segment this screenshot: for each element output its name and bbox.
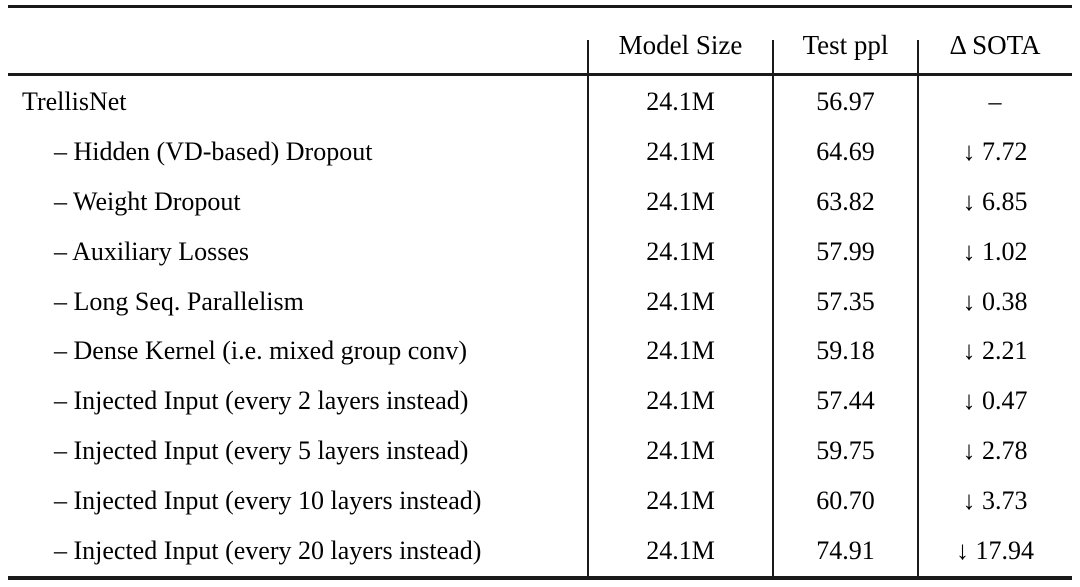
header-rule <box>8 73 1072 76</box>
model-size-cell: 24.1M <box>646 86 715 116</box>
delta-sota-cell: ↓ 3.73 <box>962 486 1028 516</box>
test-ppl-cell: 59.18 <box>816 336 875 366</box>
delta-sota-cell: – <box>988 86 1002 116</box>
test-ppl-cell: 64.69 <box>816 136 875 166</box>
model-size-cell: 24.1M <box>646 436 715 466</box>
model-size-cell: 24.1M <box>646 186 715 216</box>
test-ppl-cell: 59.75 <box>816 436 875 466</box>
row-label: – Long Seq. Parallelism <box>54 286 304 316</box>
column-divider-1 <box>587 40 589 576</box>
column-divider-2 <box>772 40 774 576</box>
test-ppl-cell: 74.91 <box>816 536 875 566</box>
delta-sota-cell: ↓ 6.85 <box>962 186 1028 216</box>
delta-sota-cell: ↓ 17.94 <box>956 536 1034 566</box>
test-ppl-cell: 57.99 <box>816 236 875 266</box>
delta-sota-cell: ↓ 0.47 <box>962 386 1028 416</box>
column-header-test-ppl: Test ppl <box>802 30 889 60</box>
bottom-rule <box>8 576 1072 580</box>
table-header-row: Model Size Test ppl Δ SOTA <box>0 18 1072 73</box>
table-row: – Hidden (VD-based) Dropout 24.1M 64.69 … <box>0 127 1072 177</box>
model-size-cell: 24.1M <box>646 286 715 316</box>
table-row: – Auxiliary Losses 24.1M 57.99 ↓ 1.02 <box>0 227 1072 277</box>
model-size-cell: 24.1M <box>646 236 715 266</box>
row-label: TrellisNet <box>22 86 127 116</box>
table-row: – Injected Input (every 10 layers instea… <box>0 476 1072 526</box>
row-label: – Dense Kernel (i.e. mixed group conv) <box>54 336 467 366</box>
test-ppl-cell: 63.82 <box>816 186 875 216</box>
table-row: – Dense Kernel (i.e. mixed group conv) 2… <box>0 327 1072 377</box>
model-size-cell: 24.1M <box>646 486 715 516</box>
column-header-delta-sota: Δ SOTA <box>949 30 1041 60</box>
row-label: – Injected Input (every 5 layers instead… <box>54 436 469 466</box>
delta-sota-cell: ↓ 7.72 <box>962 136 1028 166</box>
column-header-model-size: Model Size <box>618 30 743 60</box>
column-divider-3 <box>917 40 919 576</box>
table-row: – Weight Dropout 24.1M 63.82 ↓ 6.85 <box>0 177 1072 227</box>
delta-sota-cell: ↓ 1.02 <box>962 236 1028 266</box>
test-ppl-cell: 60.70 <box>816 486 875 516</box>
row-label: – Injected Input (every 2 layers instead… <box>54 386 469 416</box>
table-row: – Long Seq. Parallelism 24.1M 57.35 ↓ 0.… <box>0 277 1072 327</box>
table-body: TrellisNet 24.1M 56.97 – – Hidden (VD-ba… <box>0 77 1072 576</box>
delta-sota-cell: ↓ 0.38 <box>962 286 1028 316</box>
test-ppl-cell: 57.44 <box>816 386 875 416</box>
test-ppl-cell: 57.35 <box>816 286 875 316</box>
row-label: – Hidden (VD-based) Dropout <box>54 136 373 166</box>
table-row: – Injected Input (every 2 layers instead… <box>0 376 1072 426</box>
model-size-cell: 24.1M <box>646 136 715 166</box>
row-label: – Weight Dropout <box>54 186 241 216</box>
test-ppl-cell: 56.97 <box>816 86 875 116</box>
row-label: – Injected Input (every 20 layers instea… <box>54 536 482 566</box>
table-row: – Injected Input (every 5 layers instead… <box>0 426 1072 476</box>
top-rule <box>8 5 1072 8</box>
delta-sota-cell: ↓ 2.21 <box>962 336 1028 366</box>
table-row: TrellisNet 24.1M 56.97 – <box>0 77 1072 127</box>
row-label: – Auxiliary Losses <box>54 236 249 266</box>
model-size-cell: 24.1M <box>646 336 715 366</box>
row-label: – Injected Input (every 10 layers instea… <box>54 486 482 516</box>
delta-sota-cell: ↓ 2.78 <box>962 436 1028 466</box>
model-size-cell: 24.1M <box>646 536 715 566</box>
table-row: – Injected Input (every 20 layers instea… <box>0 526 1072 576</box>
model-size-cell: 24.1M <box>646 386 715 416</box>
